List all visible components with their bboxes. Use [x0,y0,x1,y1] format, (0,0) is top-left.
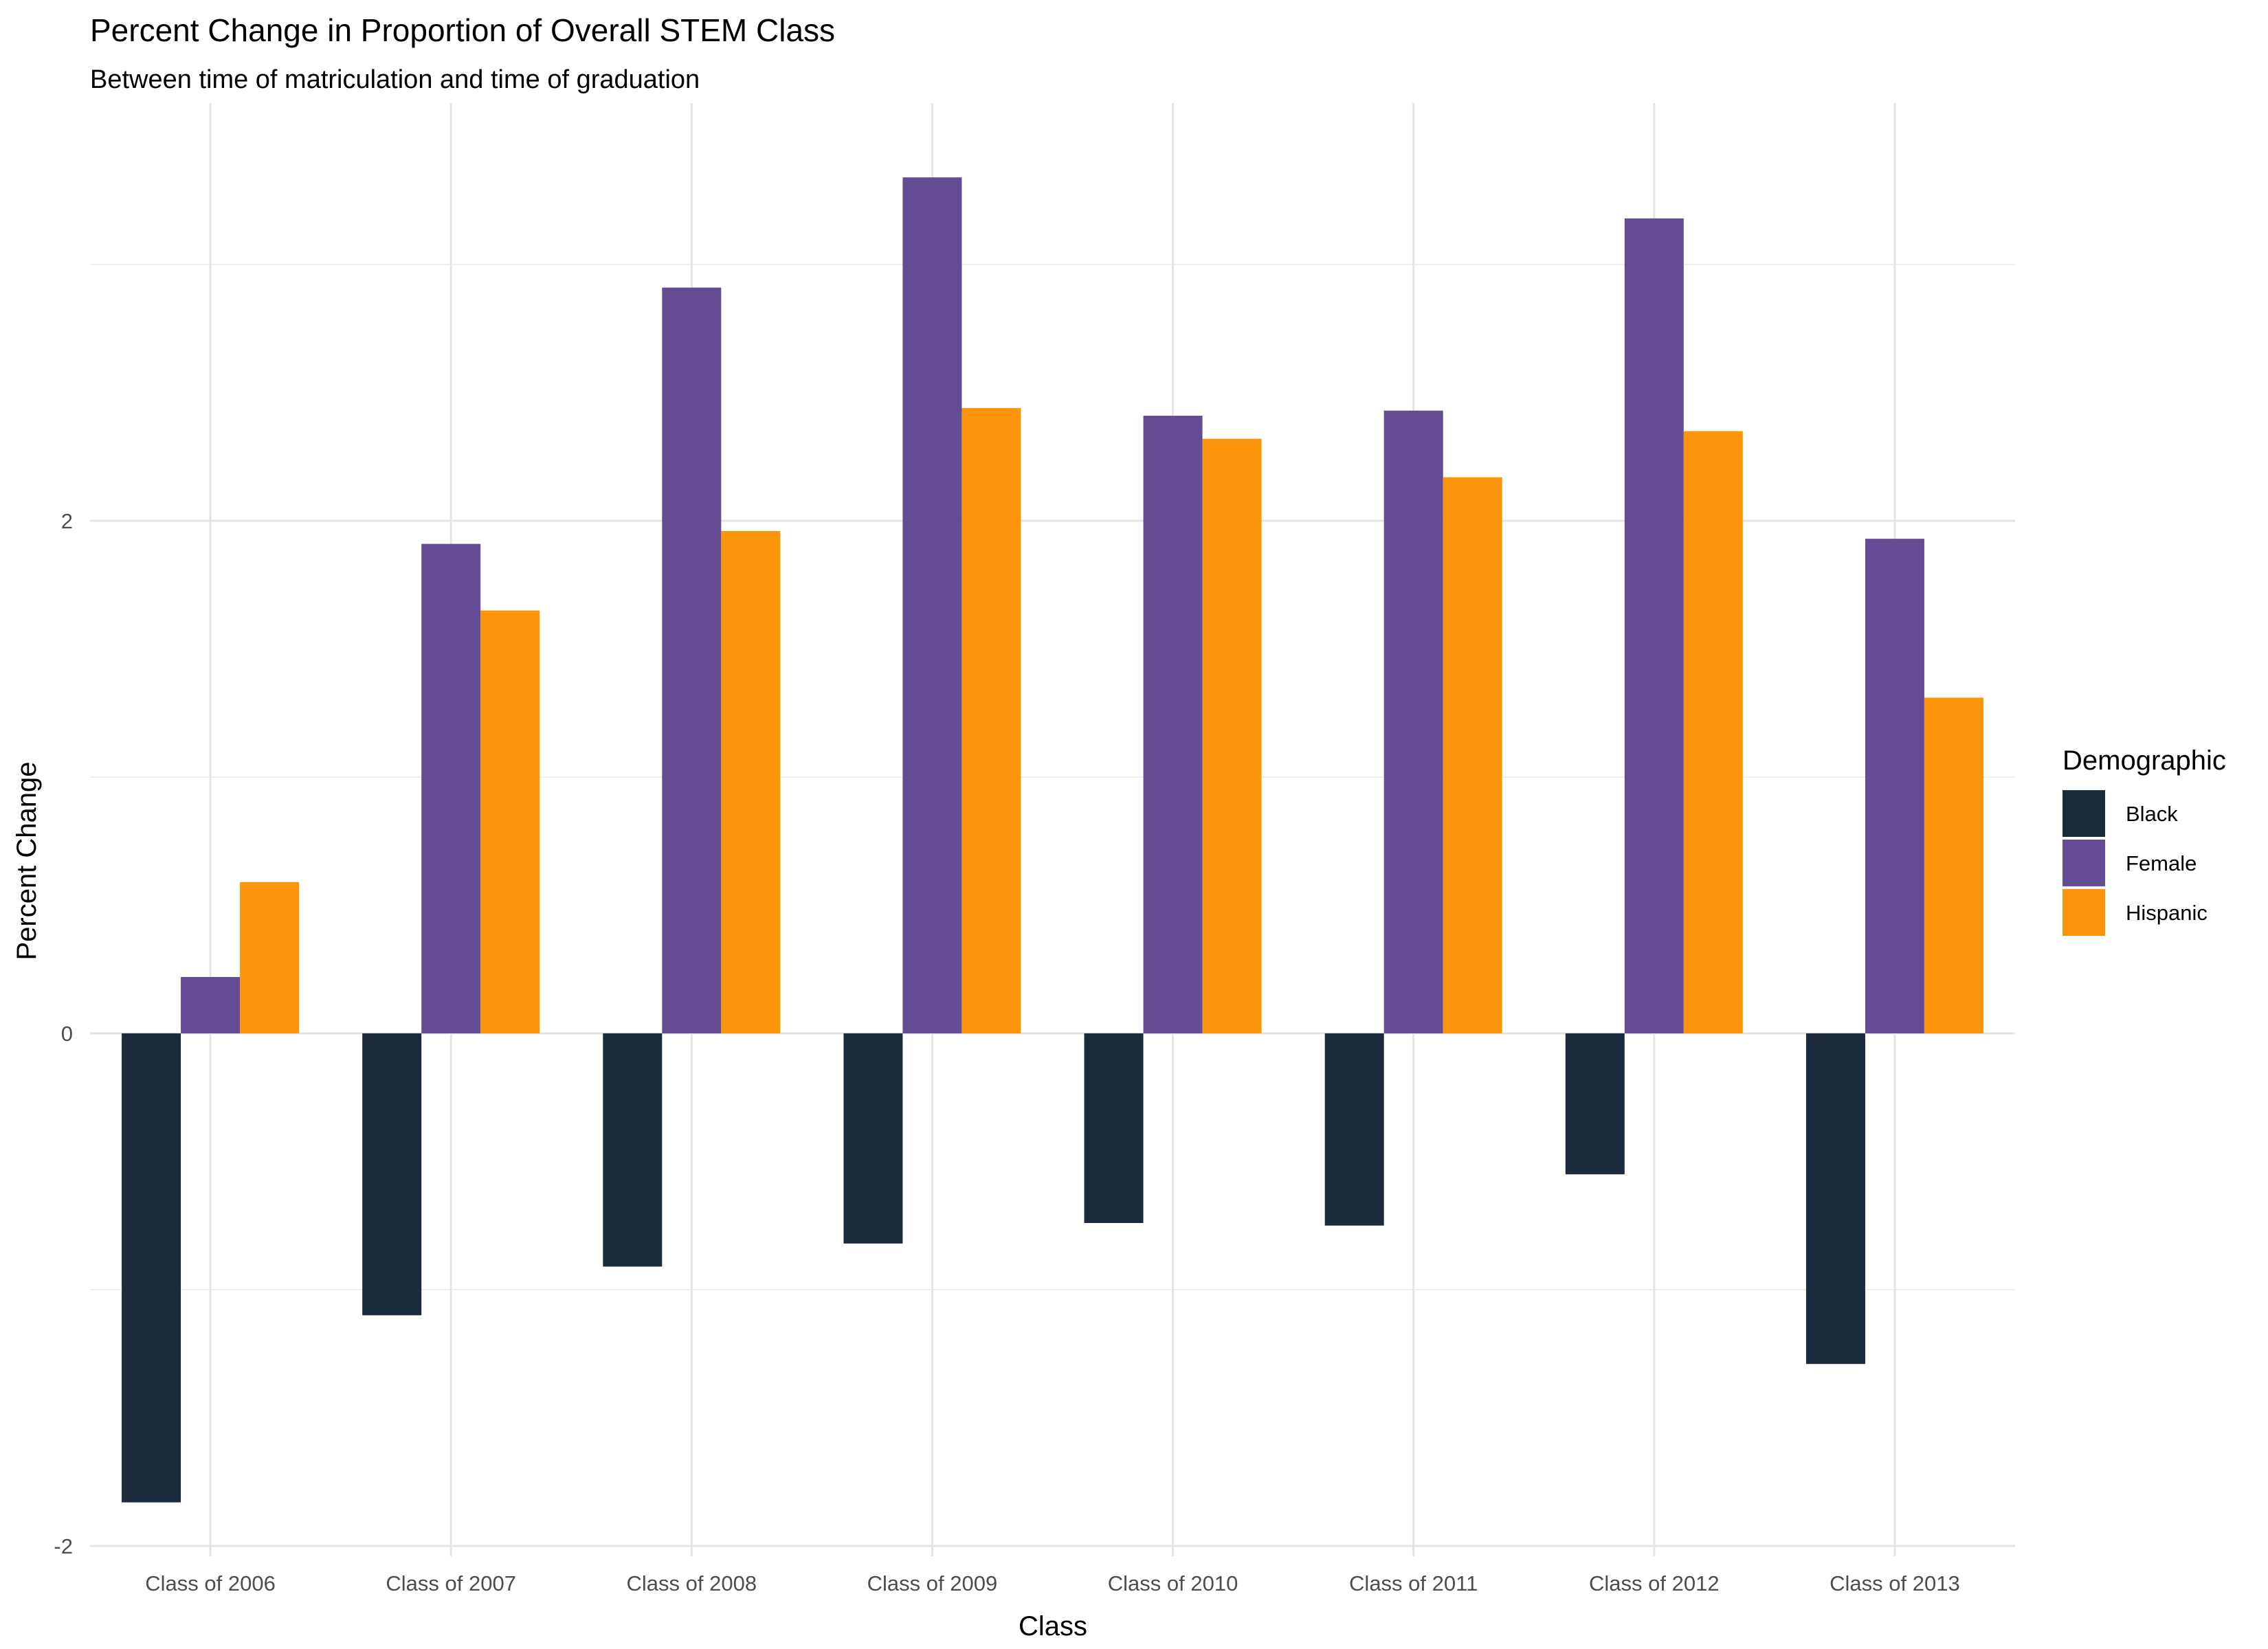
bar-female [1865,539,1924,1033]
legend-title: Demographic [2063,745,2226,776]
bar-black [1805,1033,1865,1365]
bar-hispanic [721,530,781,1033]
y-tick-label: -2 [54,1534,73,1558]
bar-female [902,177,962,1034]
legend-key-hispanic [2063,889,2105,936]
legend-label-black: Black [2126,802,2178,826]
plot-area: -2 0 2 Class of 2006 Class of 2007 Class of 2… [54,103,2015,1595]
bar-hispanic [1443,477,1502,1033]
chart-title: Percent Change in Proportion of Overall … [90,12,835,48]
x-tick-label: Class of 2007 [386,1571,516,1595]
bar-black [1084,1033,1144,1224]
bar-female [1143,416,1203,1033]
x-tick-label: Class of 2008 [627,1571,757,1595]
bar-black [1565,1033,1625,1175]
x-tick-label: Class of 2012 [1589,1571,1720,1595]
bar-black [362,1033,422,1316]
bar-hispanic [1202,438,1262,1033]
x-tick-label: Class of 2013 [1830,1571,1960,1595]
bar-hispanic [1683,431,1743,1033]
legend-label-female: Female [2126,851,2197,875]
legend-key-black [2063,790,2105,837]
x-tick-label: Class of 2006 [145,1571,276,1595]
bar-hispanic [961,407,1021,1033]
chart-subtitle: Between time of matriculation and time o… [90,65,700,94]
bar-female [662,287,722,1033]
legend-key-female [2063,840,2105,886]
bar-female [1624,218,1684,1033]
y-tick-label: 2 [61,509,73,533]
x-axis-title: Class [1019,1611,1087,1641]
x-tick-label: Class of 2011 [1349,1571,1478,1595]
legend: Demographic Black Female Hispanic [2063,745,2226,936]
bar-hispanic [480,610,540,1033]
bar-black [603,1033,663,1267]
legend-label-hispanic: Hispanic [2126,901,2208,925]
bar-black [843,1033,903,1244]
y-tick-label: 0 [61,1022,73,1046]
x-tick-label: Class of 2010 [1108,1571,1238,1595]
y-axis-title: Percent Change [12,761,42,960]
bar-female [181,976,241,1033]
bar-black [1324,1033,1384,1226]
bar-hispanic [240,882,300,1033]
bar-female [1383,410,1443,1033]
x-tick-label: Class of 2009 [867,1571,998,1595]
bar-female [421,543,481,1033]
bar-hispanic [1924,697,1983,1033]
bar-black [122,1033,181,1503]
